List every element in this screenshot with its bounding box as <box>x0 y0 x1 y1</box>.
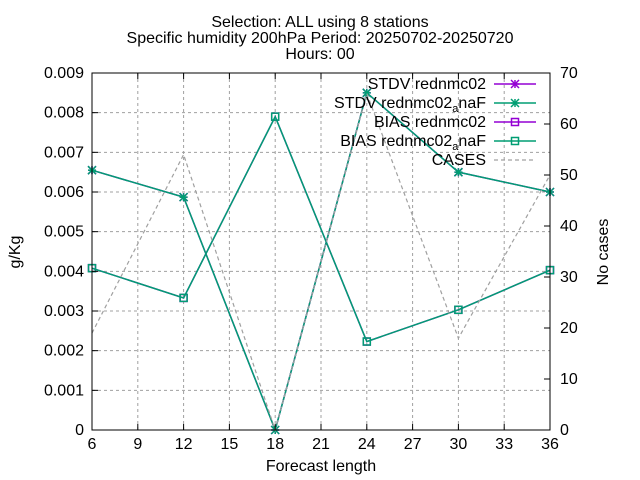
y2-tick-label: 10 <box>560 371 578 388</box>
data-point <box>362 337 372 346</box>
x-tick-label: 15 <box>221 436 239 453</box>
grid <box>92 73 550 430</box>
star-stroke <box>362 88 372 98</box>
series-line <box>91 91 551 433</box>
x-tick-label: 6 <box>88 436 97 453</box>
legend-swatch-marker <box>510 98 520 108</box>
y-tick-label: 0.007 <box>44 144 84 161</box>
y2-tick-label: 20 <box>560 320 578 337</box>
y2-tick-label: 60 <box>560 116 578 133</box>
x-tick-label: 36 <box>541 436 559 453</box>
chart-title: Selection: ALL using 8 stations Specific… <box>127 14 514 63</box>
legend-entry-label: STDV rednmc02 <box>368 76 486 93</box>
title-line-1: Selection: ALL using 8 stations <box>211 14 428 31</box>
y2-tick-label: 30 <box>560 269 578 286</box>
star-stroke <box>510 79 520 89</box>
x-axis-label: Forecast length <box>266 458 376 475</box>
y2-tick-label: 70 <box>560 65 578 82</box>
title-line-2: Specific humidity 200hPa Period: 2025070… <box>127 30 514 47</box>
x-tick-label: 30 <box>450 436 468 453</box>
x-tick-label: 24 <box>358 436 376 453</box>
data-point <box>179 293 188 303</box>
legend-swatch-marker <box>510 79 520 89</box>
y-tick-label: 0 <box>75 422 84 439</box>
x-tick-label: 27 <box>404 436 422 453</box>
y-tick-label: 0.002 <box>44 343 84 360</box>
series-5 <box>91 91 551 433</box>
data-point <box>179 192 189 202</box>
data-point <box>454 305 463 315</box>
x-tick-label: 12 <box>175 436 193 453</box>
y2-axis-label: No cases <box>595 219 612 286</box>
x-tick-label: 9 <box>133 436 142 453</box>
title-line-3: Hours: 00 <box>285 46 354 63</box>
legend-swatch-marker <box>510 117 520 127</box>
y-tick-label: 0.009 <box>44 65 84 82</box>
legend-swatch-marker <box>510 136 520 146</box>
star-stroke <box>179 192 189 202</box>
legend-entry-label: BIAS rednmc02 <box>374 114 486 131</box>
data-point <box>270 112 280 121</box>
star-stroke <box>453 167 463 177</box>
y2-tick-label: 0 <box>560 422 569 439</box>
y-tick-label: 0.004 <box>44 263 84 280</box>
data-point <box>362 88 372 98</box>
legend-entry-label: CASES <box>432 152 486 169</box>
star-stroke <box>510 98 520 108</box>
y-tick-label: 0.008 <box>44 105 84 122</box>
y-axis-label: g/Kg <box>7 236 24 269</box>
y-tick-label: 0.006 <box>44 184 84 201</box>
x-tick-label: 18 <box>266 436 284 453</box>
y2-tick-label: 50 <box>560 167 578 184</box>
x-tick-label: 21 <box>312 436 330 453</box>
y-tick-label: 0.003 <box>44 303 84 320</box>
x-tick-label: 33 <box>495 436 513 453</box>
y-tick-label: 0.001 <box>44 382 84 399</box>
axis-ticks: 6 9 12 15 18 21 24 27 30 33 3600.0010.0020.0030.00… <box>44 65 578 453</box>
legend-entry-label: STDV rednmc02anaF <box>334 95 486 115</box>
y2-tick-label: 40 <box>560 218 578 235</box>
data-point <box>453 167 463 177</box>
legend-entry-label: BIAS rednmc02anaF <box>340 133 486 153</box>
y-tick-label: 0.005 <box>44 224 84 241</box>
series-line <box>91 114 551 343</box>
